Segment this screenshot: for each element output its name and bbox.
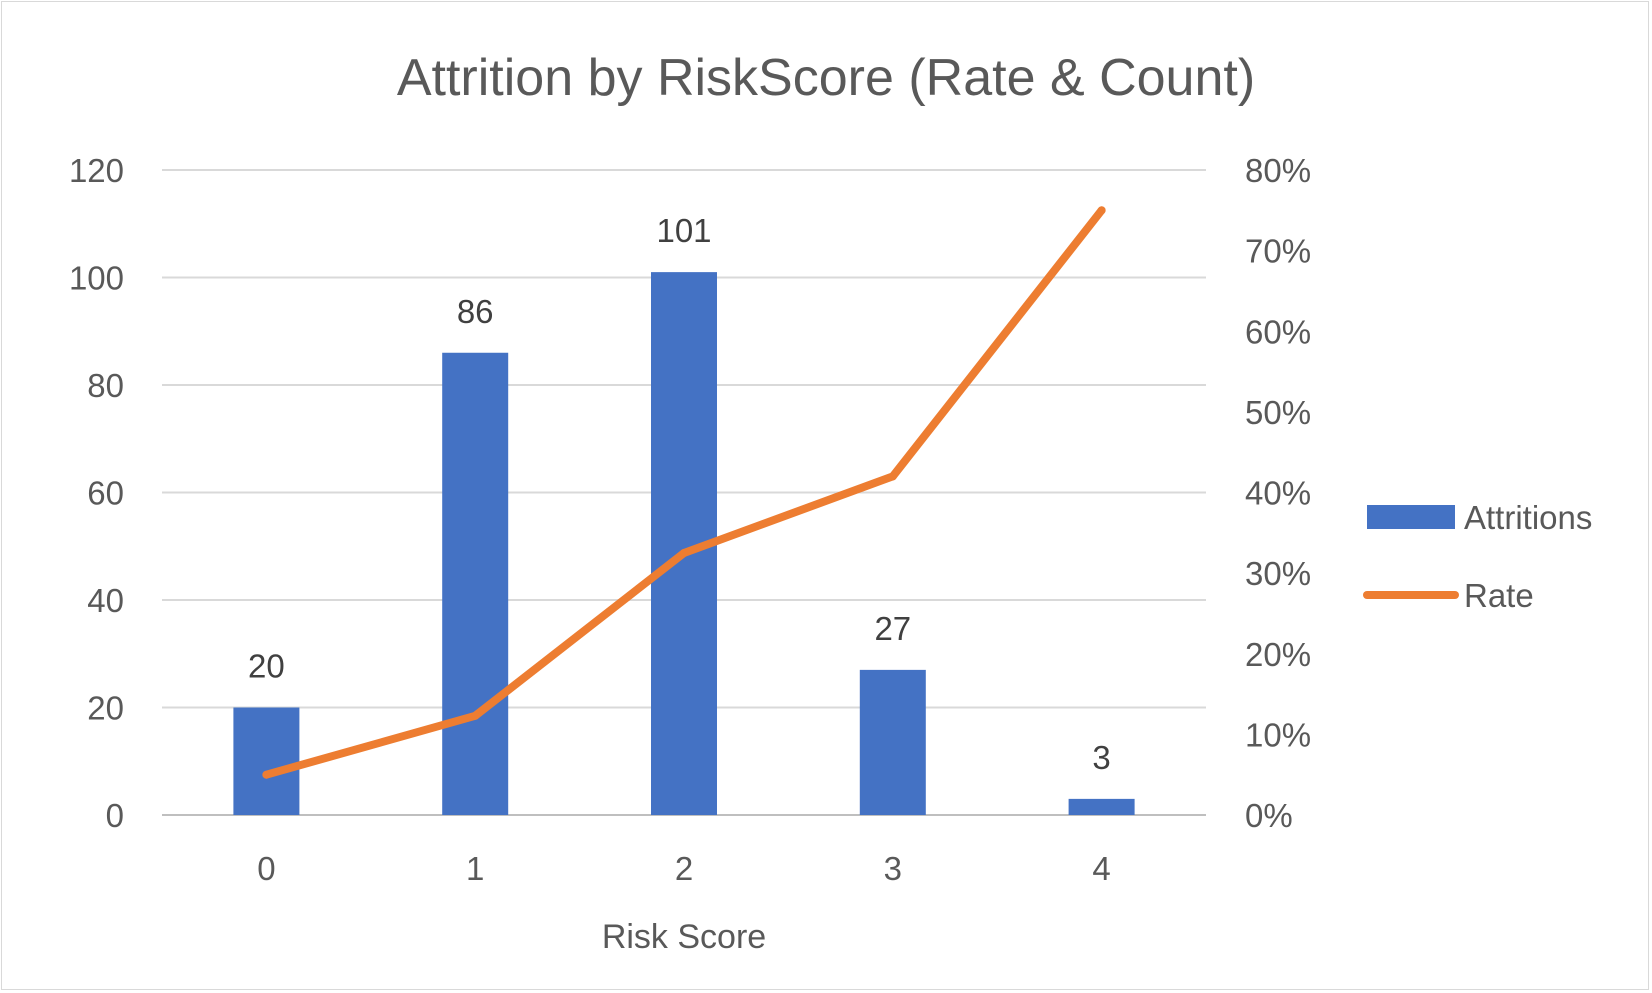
left-axis-tick-label: 60 [87, 475, 124, 512]
rate-point [680, 548, 688, 557]
chart-title: Attrition by RiskScore (Rate & Count) [397, 49, 1255, 107]
x-axis-tick-label: 0 [257, 850, 275, 887]
rate-point [1097, 206, 1106, 215]
right-axis-tick-label: 10% [1245, 716, 1311, 753]
right-axis-tick-label: 80% [1245, 152, 1311, 189]
bar-data-label: 101 [656, 212, 711, 249]
left-axis-tick-label: 40 [87, 582, 124, 619]
right-axis-tick-label: 40% [1245, 475, 1311, 512]
data-labels: 20 86 101 27 3 [248, 212, 1111, 776]
bar-data-label: 20 [248, 648, 285, 685]
bar [859, 669, 926, 815]
left-axis-tick-label: 120 [69, 152, 124, 189]
rate-point [471, 711, 480, 720]
bar-series [233, 272, 1135, 815]
left-axis-tick-label: 100 [69, 260, 124, 297]
legend-label-attritions: Attritions [1464, 499, 1592, 536]
right-axis-tick-label: 60% [1245, 313, 1311, 350]
x-axis-tick-label: 1 [466, 850, 484, 887]
rate-point [262, 770, 271, 779]
rate-point [888, 472, 897, 481]
bar [233, 707, 300, 815]
left-axis-tick-label: 20 [87, 690, 124, 727]
bar-data-label: 27 [874, 610, 911, 647]
left-axis-tick-label: 0 [106, 797, 124, 834]
left-axis-tick-label: 80 [87, 367, 124, 404]
legend: Attritions Rate [1363, 499, 1592, 614]
right-axis-tick-label: 70% [1245, 233, 1311, 270]
bar [1068, 798, 1135, 815]
line-series [262, 206, 1106, 779]
right-axis-ticks: 0% 10% 20% 30% 40% 50% 60% 70% 80% [1245, 152, 1311, 834]
x-axis-ticks: 0 1 2 3 4 [257, 850, 1111, 887]
left-axis-ticks: 0 20 40 60 80 100 120 [69, 152, 124, 834]
right-axis-tick-label: 20% [1245, 636, 1311, 673]
legend-label-rate: Rate [1464, 577, 1534, 614]
x-axis-tick-label: 2 [675, 850, 693, 887]
right-axis-tick-label: 30% [1245, 555, 1311, 592]
right-axis-tick-label: 50% [1245, 394, 1311, 431]
bar-data-label: 86 [457, 293, 494, 330]
legend-swatch-attritions [1367, 505, 1455, 529]
right-axis-tick-label: 0% [1245, 797, 1293, 834]
bar-data-label: 3 [1092, 739, 1110, 776]
x-axis-title: Risk Score [602, 918, 766, 956]
bar [442, 352, 509, 815]
x-axis-tick-label: 4 [1092, 850, 1110, 887]
x-axis-tick-label: 3 [884, 850, 902, 887]
